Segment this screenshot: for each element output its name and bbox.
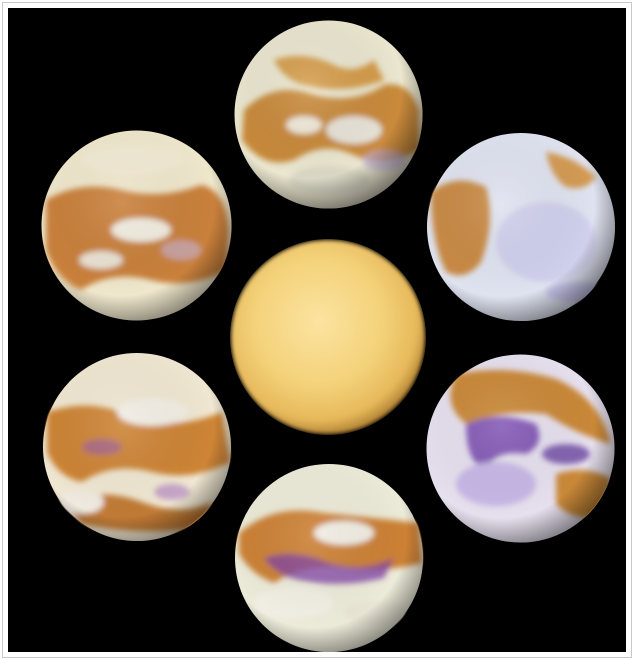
surface-globe-top [234,20,423,209]
surface-globe-bottom [234,463,424,652]
surface-globe-upper-right [426,132,616,322]
surface-globe-lower-left [42,352,232,542]
surface-globe-lower-right [426,354,615,543]
center-hazy-globe [230,239,426,435]
space-background [8,8,626,652]
surface-globe-upper-left [41,130,232,321]
